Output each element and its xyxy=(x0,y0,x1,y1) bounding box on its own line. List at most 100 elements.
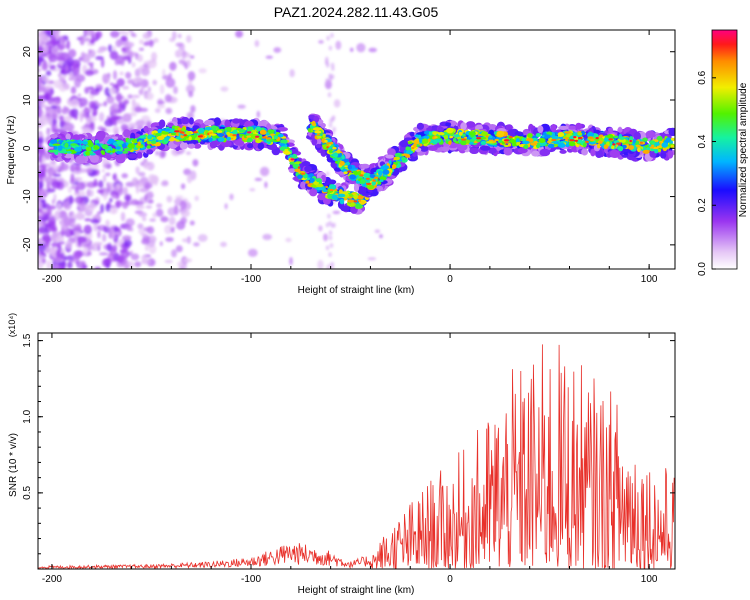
noise-blob xyxy=(93,178,98,187)
ridge-peak xyxy=(347,196,353,199)
noise-blob xyxy=(155,150,159,156)
noise-blob xyxy=(120,211,126,222)
ridge-blob xyxy=(445,122,452,127)
ridge-blob xyxy=(457,143,468,151)
noise-blob xyxy=(86,250,92,256)
ridge-blob xyxy=(538,138,546,143)
snr-line xyxy=(38,344,675,569)
noise-blob xyxy=(76,181,86,191)
noise-blob xyxy=(43,104,47,109)
ridge-blob xyxy=(609,149,620,158)
noise-blob xyxy=(44,240,50,247)
ridge-blob xyxy=(332,146,337,150)
ridge-blob xyxy=(165,128,171,132)
ridge-blob xyxy=(238,129,246,133)
noise-blob xyxy=(131,62,136,68)
noise-blob xyxy=(97,126,104,131)
colorbar-tick-label: 0.2 xyxy=(697,198,708,212)
noise-blob xyxy=(40,217,49,222)
ridge-peak xyxy=(651,144,655,147)
noise-blob xyxy=(325,171,330,177)
noise-blob xyxy=(112,194,117,199)
noise-blob xyxy=(247,248,258,257)
ridge-blob xyxy=(423,135,430,140)
noise-blob xyxy=(84,106,88,111)
noise-blob xyxy=(356,43,366,53)
noise-blob xyxy=(128,50,133,56)
ridge-blob xyxy=(156,135,165,141)
snr-x-label: Height of straight line (km) xyxy=(298,585,415,596)
noise-blob xyxy=(254,40,260,47)
noise-blob xyxy=(106,95,115,104)
ridge-blob xyxy=(590,148,596,157)
ridge-blob xyxy=(289,161,296,165)
noise-blob xyxy=(328,220,332,226)
ridge-blob xyxy=(232,118,241,124)
ridge-blob xyxy=(597,140,603,144)
noise-blob xyxy=(164,94,172,103)
ridge-blob xyxy=(496,130,505,136)
noise-blob xyxy=(59,37,66,45)
ridge-blob xyxy=(81,145,86,150)
noise-blob xyxy=(122,186,128,196)
snr-y-label: SNR (10 * v/v) xyxy=(8,433,19,497)
noise-blob xyxy=(114,59,119,66)
noise-blob xyxy=(38,243,46,252)
noise-blob xyxy=(187,71,196,81)
noise-blob xyxy=(39,115,49,126)
noise-blob xyxy=(73,176,83,182)
ridge-peak xyxy=(659,141,662,144)
y-tick-label: 0.5 xyxy=(22,485,33,499)
noise-blob xyxy=(141,67,150,76)
noise-blob xyxy=(44,85,54,89)
noise-blob xyxy=(139,39,144,45)
noise-blob xyxy=(192,159,199,167)
ridge-blob xyxy=(50,139,58,145)
noise-blob xyxy=(92,108,98,116)
noise-blob xyxy=(164,224,173,235)
noise-blob xyxy=(104,258,112,267)
noise-blob xyxy=(118,101,122,111)
ridge-blob xyxy=(437,132,445,136)
ridge-blob xyxy=(332,152,339,158)
ridge-blob xyxy=(127,139,131,144)
noise-blob xyxy=(152,79,157,86)
noise-blob xyxy=(332,210,341,215)
ridge-blob xyxy=(366,185,375,190)
ridge-blob xyxy=(409,131,415,137)
ridge-blob xyxy=(621,144,627,149)
ridge-blob xyxy=(460,140,467,146)
ridge-blob xyxy=(419,138,423,143)
noise-blob xyxy=(177,33,182,39)
ridge-blob xyxy=(101,144,109,150)
ridge-peak xyxy=(174,130,180,133)
ridge-blob xyxy=(313,115,320,123)
ridge-blob xyxy=(277,133,284,138)
noise-blob xyxy=(188,90,194,98)
noise-blob xyxy=(95,30,103,39)
ridge-blob xyxy=(139,135,145,139)
noise-blob xyxy=(101,169,105,173)
ridge-blob xyxy=(322,133,326,138)
noise-blob xyxy=(55,249,61,258)
ridge-blob xyxy=(656,135,663,142)
ridge-blob xyxy=(226,131,231,135)
noise-blob xyxy=(332,126,337,132)
ridge-peak xyxy=(229,133,233,136)
ridge-blob xyxy=(65,133,71,141)
ridge-blob xyxy=(385,154,395,159)
ridge-blob xyxy=(143,125,149,133)
ridge-blob xyxy=(226,126,232,133)
ridge-blob xyxy=(331,194,339,200)
ridge-blob xyxy=(66,151,72,154)
ridge-peak xyxy=(270,133,275,136)
ridge-blob xyxy=(661,142,668,148)
noise-blob xyxy=(98,180,104,189)
noise-blob xyxy=(169,61,177,71)
ridge-blob xyxy=(642,149,650,154)
ridge-blob xyxy=(181,127,186,132)
noise-blob xyxy=(122,235,132,241)
snr-panel: -200 -100 0 100 0.5 1.0 1.5 Height of straight… xyxy=(7,313,676,596)
ridge-blob xyxy=(422,138,429,144)
noise-blob xyxy=(95,87,100,92)
